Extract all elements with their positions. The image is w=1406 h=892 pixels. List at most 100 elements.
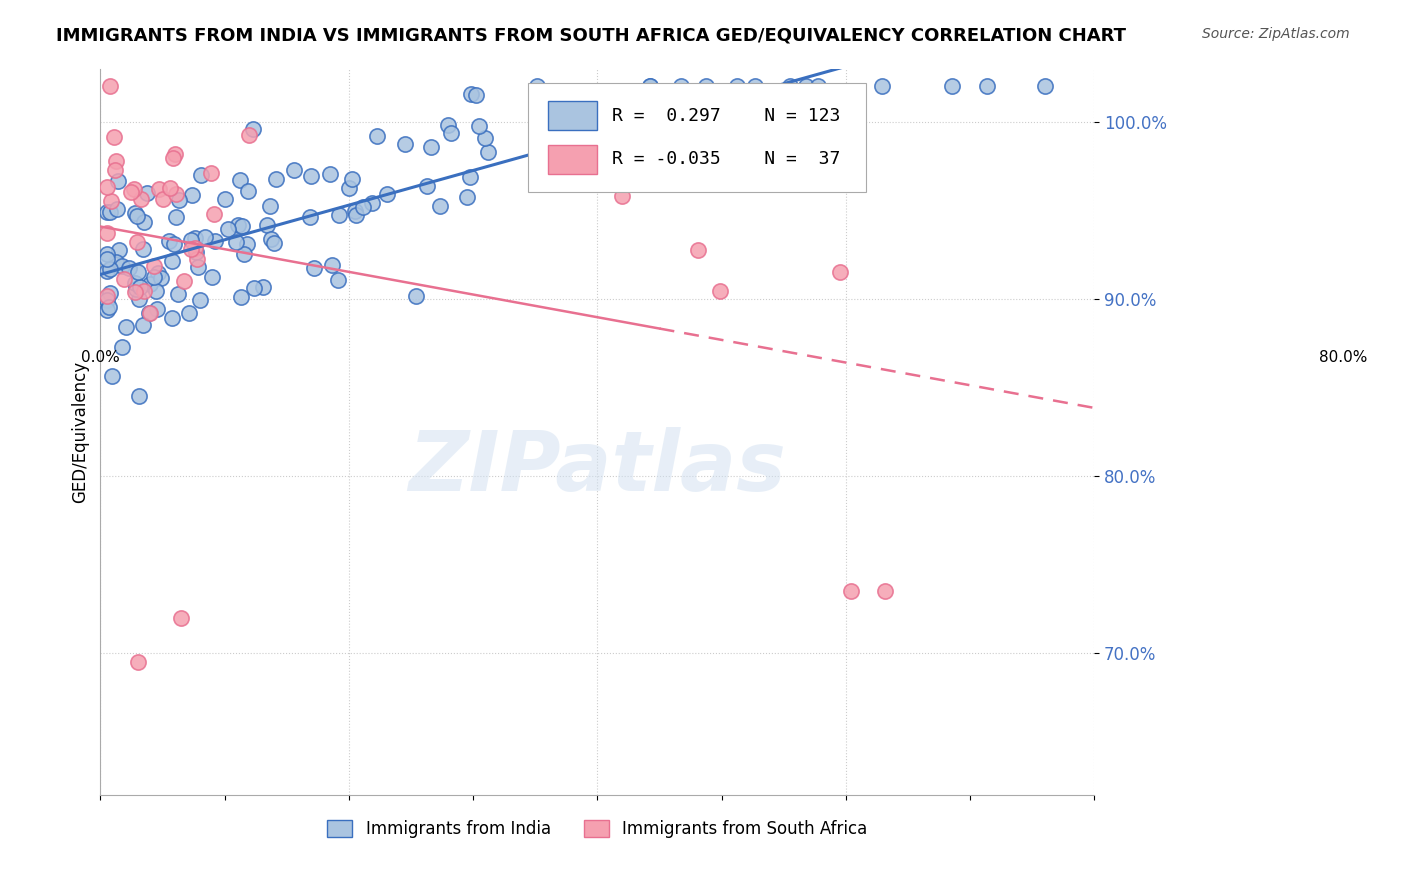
Immigrants from India (111, 259, 134, 273)
Immigrants from South Africa (152, 192, 174, 206)
Immigrants from India (344, 203, 367, 218)
Legend: Immigrants from India, Immigrants from South Africa: Immigrants from India, Immigrants from S… (321, 813, 875, 845)
Immigrants from India (474, 131, 496, 145)
Immigrants from South Africa (148, 181, 170, 195)
Immigrants from India (695, 107, 717, 121)
Immigrants from India (96, 252, 118, 267)
Immigrants from South Africa (98, 79, 121, 94)
Immigrants from India (105, 202, 128, 216)
Text: 80.0%: 80.0% (1319, 351, 1367, 366)
Immigrants from India (458, 170, 481, 185)
Immigrants from India (420, 140, 443, 154)
Immigrants from India (96, 303, 118, 318)
Immigrants from India (183, 231, 205, 245)
Immigrants from India (139, 277, 162, 292)
Immigrants from India (252, 280, 274, 294)
Immigrants from India (149, 271, 172, 285)
Immigrants from India (671, 79, 693, 94)
Immigrants from India (340, 172, 363, 186)
Immigrants from South Africa (96, 180, 118, 194)
Immigrants from India (429, 199, 451, 213)
Immigrants from South Africa (873, 584, 896, 599)
Immigrants from India (180, 187, 202, 202)
Immigrants from India (96, 293, 118, 308)
Immigrants from India (160, 311, 183, 326)
Immigrants from India (214, 192, 236, 206)
Immigrants from South Africa (839, 584, 862, 599)
Immigrants from India (263, 235, 285, 250)
Immigrants from India (128, 292, 150, 306)
Immigrants from India (229, 172, 252, 186)
Immigrants from India (135, 186, 157, 200)
Immigrants from India (167, 287, 190, 301)
Immigrants from India (225, 235, 247, 249)
Immigrants from India (145, 285, 167, 299)
Immigrants from India (129, 280, 152, 294)
Immigrants from India (188, 293, 211, 307)
Immigrants from South Africa (134, 284, 156, 298)
Immigrants from India (298, 210, 321, 224)
Immigrants from India (319, 167, 342, 181)
Immigrants from South Africa (765, 148, 787, 162)
Immigrants from India (283, 163, 305, 178)
Text: Source: ZipAtlas.com: Source: ZipAtlas.com (1202, 27, 1350, 41)
Immigrants from India (337, 181, 360, 195)
Immigrants from India (104, 255, 127, 269)
Immigrants from India (111, 340, 134, 354)
Immigrants from South Africa (186, 252, 208, 266)
Immigrants from India (138, 306, 160, 320)
Immigrants from India (526, 153, 548, 168)
Immigrants from India (131, 318, 153, 333)
Immigrants from South Africa (686, 244, 709, 258)
FancyBboxPatch shape (527, 83, 866, 192)
Immigrants from India (640, 79, 662, 94)
Immigrants from India (344, 208, 367, 222)
Immigrants from India (638, 79, 661, 94)
Immigrants from India (231, 219, 253, 234)
Immigrants from India (260, 232, 283, 246)
Immigrants from South Africa (180, 242, 202, 256)
Immigrants from South Africa (112, 271, 135, 285)
Immigrants from India (180, 233, 202, 247)
Bar (548, 101, 598, 130)
Immigrants from India (321, 258, 343, 272)
Immigrants from South Africa (165, 187, 187, 202)
Immigrants from India (807, 79, 830, 94)
Immigrants from South Africa (709, 285, 731, 299)
Immigrants from India (134, 215, 156, 229)
Immigrants from South Africa (96, 289, 118, 303)
Immigrants from South Africa (162, 151, 184, 165)
Immigrants from South Africa (170, 610, 193, 624)
Immigrants from India (695, 79, 717, 94)
Immigrants from India (194, 230, 217, 244)
Immigrants from India (101, 369, 124, 384)
Immigrants from India (163, 237, 186, 252)
Immigrants from India (328, 208, 350, 222)
Immigrants from South Africa (100, 194, 122, 208)
Immigrants from South Africa (202, 206, 225, 220)
Immigrants from South Africa (163, 147, 186, 161)
Immigrants from India (744, 79, 766, 94)
Immigrants from India (143, 269, 166, 284)
Immigrants from India (204, 234, 226, 248)
Immigrants from South Africa (120, 186, 142, 200)
Immigrants from India (361, 195, 384, 210)
Immigrants from India (468, 119, 491, 133)
Immigrants from India (114, 320, 136, 334)
Immigrants from India (328, 273, 350, 287)
Immigrants from India (107, 174, 129, 188)
Immigrants from South Africa (828, 265, 851, 279)
Immigrants from India (717, 95, 740, 110)
Immigrants from India (554, 103, 576, 117)
Immigrants from India (236, 237, 259, 252)
Immigrants from India (127, 265, 149, 279)
Immigrants from India (304, 260, 326, 275)
Immigrants from India (226, 218, 249, 232)
Immigrants from South Africa (122, 182, 145, 196)
Immigrants from South Africa (159, 181, 181, 195)
Immigrants from India (1033, 79, 1056, 94)
Immigrants from India (460, 87, 482, 102)
Immigrants from India (779, 79, 801, 94)
Immigrants from India (236, 184, 259, 198)
Immigrants from India (125, 282, 148, 296)
